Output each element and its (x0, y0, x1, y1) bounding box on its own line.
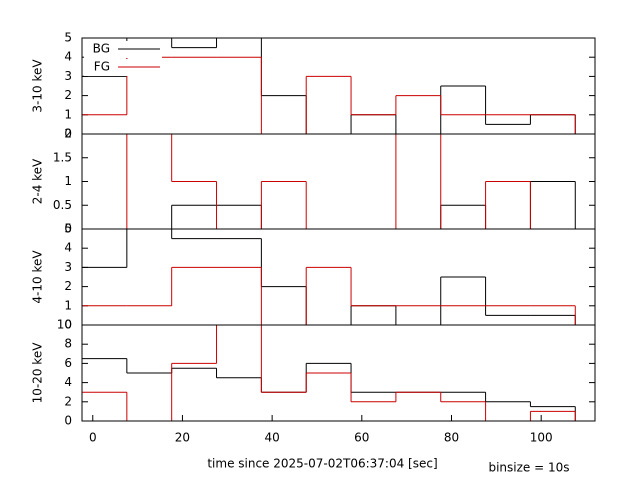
y-tick-label: 5 (64, 222, 72, 236)
y-tick-label: 1 (64, 107, 72, 121)
y-tick-label: 0 (64, 414, 72, 428)
y-tick-label: 4 (64, 50, 72, 64)
y-axis-label: 10-20 keV (31, 342, 45, 404)
panel-frame (81, 228, 596, 326)
legend-label: BG (93, 42, 110, 56)
y-tick-label: 0 (64, 222, 72, 236)
y-tick-label: 0.5 (53, 198, 72, 212)
y-tick-label: 3 (64, 260, 72, 274)
y-tick-label: 1.5 (53, 150, 72, 164)
plot-area (82, 229, 576, 325)
plot-area (82, 325, 576, 421)
y-tick-label: 0 (64, 318, 72, 332)
x-tick-label: 80 (444, 431, 459, 445)
y-tick-label: 2 (64, 127, 72, 141)
panel-frame (81, 324, 596, 422)
x-tick-label: 0 (89, 431, 97, 445)
y-axis-label: 3-10 keV (31, 59, 45, 113)
y-axis-label: 4-10 keV (31, 250, 45, 304)
x-tick-label: 20 (175, 431, 190, 445)
y-tick-label: 2 (64, 88, 72, 102)
x-tick-label: 60 (354, 431, 369, 445)
x-tick-label: 100 (530, 431, 553, 445)
annotation: binsize = 10s (488, 461, 569, 475)
y-tick-label: 2 (64, 394, 72, 408)
legend-label: FG (94, 60, 110, 74)
y-axis-label: 2-4 keV (31, 158, 45, 204)
y-tick-label: 8 (64, 337, 72, 351)
y-tick-label: 6 (64, 356, 72, 370)
y-tick-label: 4 (64, 375, 72, 389)
y-tick-label: 2 (64, 279, 72, 293)
x-axis-label: time since 2025-07-02T06:37:04 [sec] (207, 457, 437, 471)
plot-area (82, 134, 576, 229)
y-tick-label: 1 (64, 298, 72, 312)
y-tick-label: 10 (57, 318, 72, 332)
y-tick-label: 4 (64, 241, 72, 255)
y-tick-label: 1 (64, 174, 72, 188)
y-tick-label: 5 (64, 31, 72, 45)
x-tick-label: 40 (264, 431, 279, 445)
y-tick-label: 0 (64, 127, 72, 141)
y-tick-label: 3 (64, 69, 72, 83)
